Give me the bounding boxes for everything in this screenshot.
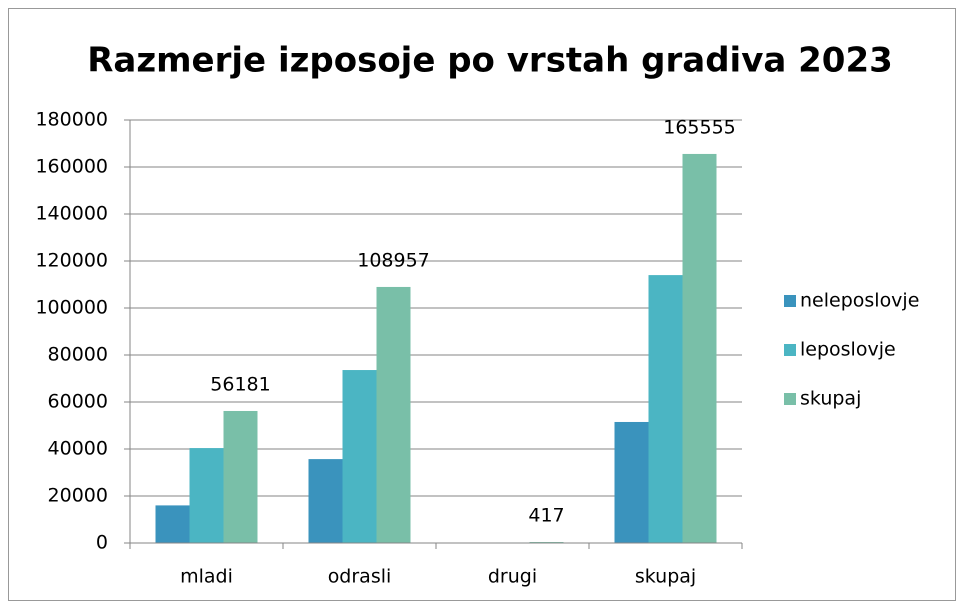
legend-label: neleposlovje	[800, 290, 919, 312]
y-tick-label: 20000	[48, 485, 108, 507]
bar	[189, 448, 224, 543]
y-tick-label: 160000	[35, 156, 108, 178]
bar	[308, 459, 343, 543]
bar	[682, 153, 717, 544]
bar	[376, 286, 411, 543]
y-tick-label: 40000	[48, 438, 108, 460]
x-tick-label: mladi	[180, 566, 233, 588]
chart-border	[8, 8, 956, 601]
legend-label: leposlovje	[800, 339, 896, 361]
data-label: 165555	[663, 116, 736, 138]
legend-label: skupaj	[800, 388, 861, 410]
y-tick-label: 180000	[35, 109, 108, 131]
data-label: 417	[528, 505, 564, 527]
bar	[223, 410, 258, 543]
chart-title: Razmerje izposoje po vrstah gradiva 2023	[87, 41, 893, 81]
bar	[648, 275, 683, 543]
legend-swatch	[784, 344, 796, 356]
bar	[155, 505, 190, 543]
bar	[614, 421, 649, 543]
legend-swatch	[784, 393, 796, 405]
data-label: 56181	[210, 373, 270, 395]
data-label: 108957	[357, 249, 430, 271]
y-tick-label: 60000	[48, 391, 108, 413]
y-tick-label: 100000	[35, 297, 108, 319]
y-tick-label: 0	[96, 532, 108, 554]
y-tick-label: 80000	[48, 344, 108, 366]
x-tick-label: skupaj	[635, 566, 696, 588]
legend-swatch	[784, 295, 796, 307]
y-tick-label: 140000	[35, 203, 108, 225]
bar	[342, 370, 377, 543]
x-tick-label: drugi	[488, 566, 537, 588]
y-tick-label: 120000	[35, 250, 108, 272]
x-tick-label: odrasli	[328, 566, 392, 588]
